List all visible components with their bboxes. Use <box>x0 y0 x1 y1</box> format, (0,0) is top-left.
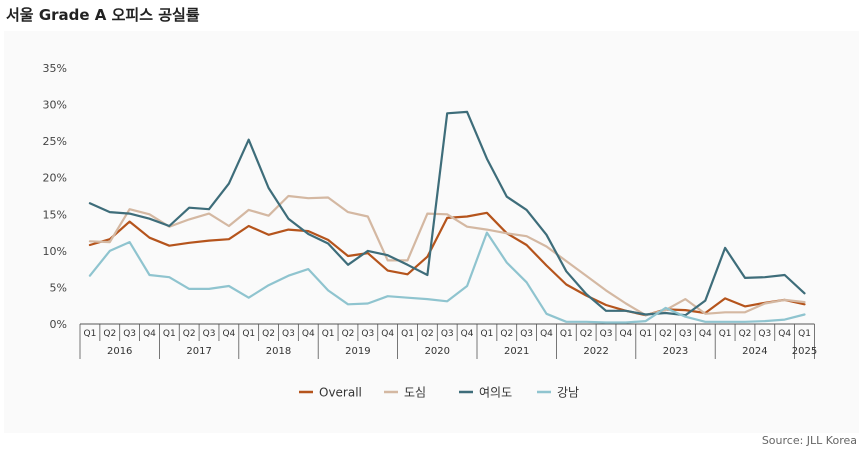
x-tick-label: Q4 <box>699 329 712 339</box>
x-tick-label: Q3 <box>203 329 216 339</box>
source-note: Source: JLL Korea <box>761 434 857 447</box>
legend-label: 도심 <box>404 386 426 400</box>
y-tick-label: 5% <box>50 281 67 294</box>
series-line-강남 <box>88 231 806 324</box>
x-year-label: 2024 <box>742 346 767 357</box>
x-tick-label: Q2 <box>659 329 672 339</box>
chart-panel: 0% 5% 10% 15% 20% 25% 30% 35% Q1 Q2 Q3 Q4 Q1 Q2 Q3 Q4 Q1… <box>4 31 859 433</box>
x-tick-label: Q3 <box>441 329 454 339</box>
x-tick-label: Q3 <box>600 329 613 339</box>
x-tick-label: Q4 <box>222 329 235 339</box>
x-tick-label: Q4 <box>619 329 632 339</box>
x-tick-label: Q3 <box>282 329 295 339</box>
x-tick-label: Q1 <box>481 329 494 339</box>
x-year-label: 2017 <box>186 346 211 357</box>
x-tick-label: Q2 <box>262 329 275 339</box>
x-year-label: 2016 <box>107 346 132 357</box>
legend-label: 여의도 <box>479 386 512 400</box>
y-tick-label: 0% <box>50 318 67 331</box>
x-year-label: 2023 <box>663 346 688 357</box>
series-line-Overall <box>88 211 806 317</box>
vacancy-rate-line-chart: 0% 5% 10% 15% 20% 25% 30% 35% Q1 Q2 Q3 Q4 Q1 Q2 Q3 Q4 Q1… <box>43 62 818 400</box>
y-tick-label: 10% <box>43 245 67 258</box>
x-tick-label: Q4 <box>461 329 474 339</box>
x-tick-label: Q4 <box>381 329 394 339</box>
legend-label: Overall <box>319 386 362 400</box>
y-tick-label: 30% <box>43 99 67 112</box>
x-tick-label: Q1 <box>639 329 652 339</box>
x-tick-label: Q3 <box>679 329 692 339</box>
x-tick-label: Q1 <box>242 329 255 339</box>
x-tick-label: Q3 <box>123 329 136 339</box>
x-tick-label: Q3 <box>520 329 533 339</box>
x-year-label: 2018 <box>266 346 291 357</box>
series-line-여의도 <box>88 110 806 317</box>
x-year-label: 2020 <box>425 346 450 357</box>
x-tick-label: Q2 <box>500 329 513 339</box>
x-tick-label: Q4 <box>143 329 156 339</box>
legend-label: 강남 <box>557 386 579 400</box>
x-tick-label: Q1 <box>163 329 176 339</box>
x-year-label: 2019 <box>345 346 370 357</box>
x-tick-label: Q1 <box>560 329 573 339</box>
x-tick-label: Q4 <box>778 329 791 339</box>
x-tick-label: Q2 <box>342 329 355 339</box>
x-year-label: 2025 <box>792 346 817 357</box>
page-title: 서울 Grade A 오피스 공실률 <box>6 6 200 24</box>
x-tick-label: Q2 <box>103 329 116 339</box>
y-tick-label: 25% <box>43 135 67 148</box>
x-year-label: 2021 <box>504 346 529 357</box>
y-tick-label: 20% <box>43 172 67 185</box>
x-tick-label: Q3 <box>758 329 771 339</box>
series-line-도심 <box>88 194 806 317</box>
x-tick-label: Q2 <box>183 329 196 339</box>
x-tick-label: Q4 <box>540 329 553 339</box>
x-tick-label: Q1 <box>401 329 414 339</box>
x-tick-label: Q2 <box>421 329 434 339</box>
x-tick-label: Q3 <box>361 329 374 339</box>
x-tick-label: Q1 <box>798 329 811 339</box>
y-tick-label: 35% <box>43 62 67 75</box>
y-tick-label: 15% <box>43 208 67 221</box>
x-tick-label: Q1 <box>719 329 732 339</box>
x-tick-label: Q2 <box>580 329 593 339</box>
x-tick-label: Q2 <box>739 329 752 339</box>
x-tick-label: Q4 <box>302 329 315 339</box>
x-year-label: 2022 <box>583 346 608 357</box>
x-tick-label: Q1 <box>84 329 97 339</box>
x-tick-label: Q1 <box>322 329 335 339</box>
